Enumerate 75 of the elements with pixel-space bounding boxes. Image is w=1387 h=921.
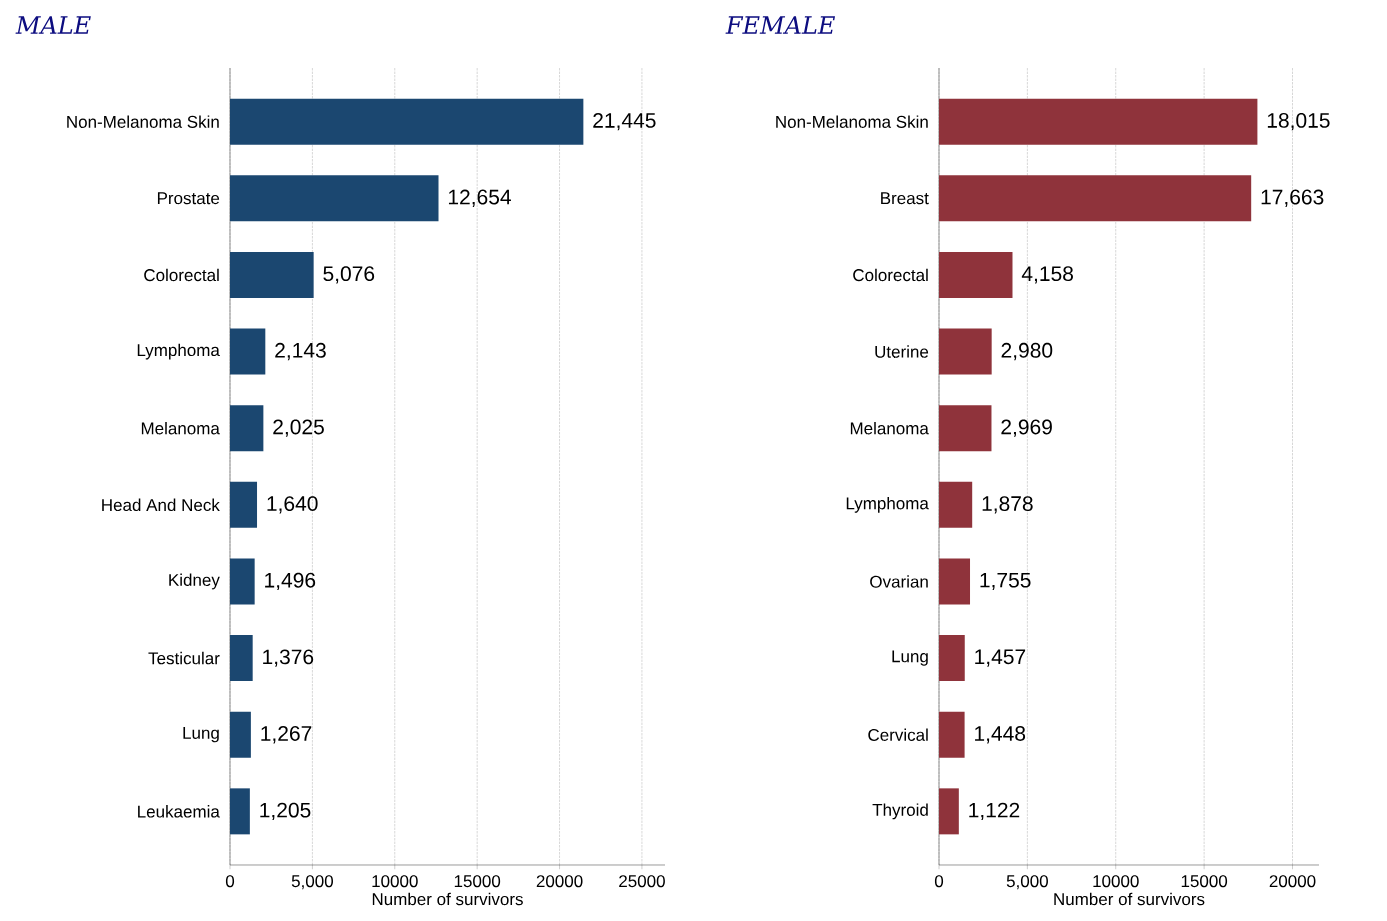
bar bbox=[230, 328, 266, 375]
data-label: 4,158 bbox=[1021, 266, 1073, 284]
y-tick-label: Melanoma bbox=[850, 421, 929, 435]
data-label: 1,267 bbox=[261, 726, 312, 744]
x-tick-label: 25000 bbox=[619, 875, 665, 888]
y-tick-label: Cervical bbox=[868, 728, 928, 741]
x-tick-label: 20000 bbox=[536, 875, 583, 888]
x-tick-label: 0 bbox=[225, 875, 235, 888]
data-label: 12,654 bbox=[448, 189, 511, 207]
bar bbox=[230, 98, 584, 145]
y-tick-label: Leukaemia bbox=[138, 805, 220, 818]
y-tick-label: Thyroid bbox=[872, 803, 928, 820]
data-label: 1,376 bbox=[263, 649, 314, 667]
data-label: 2,969 bbox=[1001, 419, 1052, 437]
bar bbox=[939, 711, 965, 758]
data-label: 1,457 bbox=[975, 649, 1026, 667]
data-label: 2,980 bbox=[1001, 342, 1053, 361]
x-axis-title: Number of survivors bbox=[1054, 892, 1205, 906]
x-tick-label: 10000 bbox=[1093, 875, 1139, 888]
data-label: 2,143 bbox=[275, 342, 326, 361]
y-tick-label: Lung bbox=[892, 650, 928, 666]
bar bbox=[230, 558, 255, 605]
chart-title: FEMALE bbox=[725, 16, 836, 34]
x-tick-label: 15000 bbox=[454, 875, 501, 888]
x-tick-label: 20000 bbox=[1269, 875, 1316, 888]
y-tick-label: Non-Melanoma Skin bbox=[67, 115, 219, 128]
data-label: 1,640 bbox=[267, 496, 318, 514]
data-label: 1,878 bbox=[982, 496, 1033, 514]
bar bbox=[939, 405, 992, 452]
bar bbox=[230, 405, 264, 452]
data-label: 18,015 bbox=[1267, 112, 1330, 131]
y-tick-label: Prostate bbox=[157, 192, 220, 205]
bar bbox=[230, 788, 250, 835]
y-tick-label: Uterine bbox=[875, 345, 929, 358]
x-tick-label: 10000 bbox=[372, 875, 418, 888]
bar bbox=[939, 635, 965, 682]
data-label: 21,445 bbox=[593, 112, 656, 131]
data-label: 1,122 bbox=[969, 802, 1020, 821]
x-tick-label: 0 bbox=[934, 875, 944, 888]
y-tick-label: Colorectal bbox=[853, 268, 928, 282]
data-label: 2,025 bbox=[273, 419, 324, 437]
x-tick-label: 5,000 bbox=[1006, 875, 1048, 890]
y-tick-label: Lymphoma bbox=[137, 343, 220, 360]
x-axis-title: Number of survivors bbox=[372, 892, 523, 906]
y-tick-label: Testicular bbox=[148, 651, 220, 665]
bar bbox=[230, 251, 314, 298]
y-tick-label: Kidney bbox=[169, 573, 220, 590]
bar bbox=[939, 788, 959, 835]
data-label: 1,496 bbox=[265, 572, 316, 591]
data-label: 5,076 bbox=[323, 266, 375, 284]
bar bbox=[939, 175, 1252, 222]
bar bbox=[230, 635, 253, 682]
data-label: 1,755 bbox=[980, 572, 1031, 591]
bar bbox=[939, 328, 992, 375]
data-label: 1,448 bbox=[975, 726, 1026, 744]
y-tick-label: Colorectal bbox=[144, 268, 219, 282]
x-tick-label: 5,000 bbox=[291, 875, 333, 890]
x-tick-label: 15000 bbox=[1181, 875, 1228, 888]
chart-title: MALE bbox=[15, 16, 91, 34]
data-label: 1,205 bbox=[260, 802, 311, 821]
y-tick-label: Head And Neck bbox=[102, 498, 220, 512]
data-label: 17,663 bbox=[1261, 189, 1324, 207]
y-tick-label: Breast bbox=[881, 192, 929, 205]
bar bbox=[939, 251, 1013, 298]
y-tick-label: Ovarian bbox=[870, 575, 928, 588]
y-tick-label: Lung bbox=[183, 727, 219, 743]
bar bbox=[939, 481, 973, 528]
bar bbox=[230, 175, 439, 222]
bar bbox=[939, 98, 1258, 145]
bar bbox=[939, 558, 971, 605]
bar bbox=[230, 481, 258, 528]
y-tick-label: Lymphoma bbox=[846, 496, 929, 513]
y-tick-label: Melanoma bbox=[141, 421, 220, 435]
bar bbox=[230, 711, 251, 758]
y-tick-label: Non-Melanoma Skin bbox=[776, 115, 928, 128]
